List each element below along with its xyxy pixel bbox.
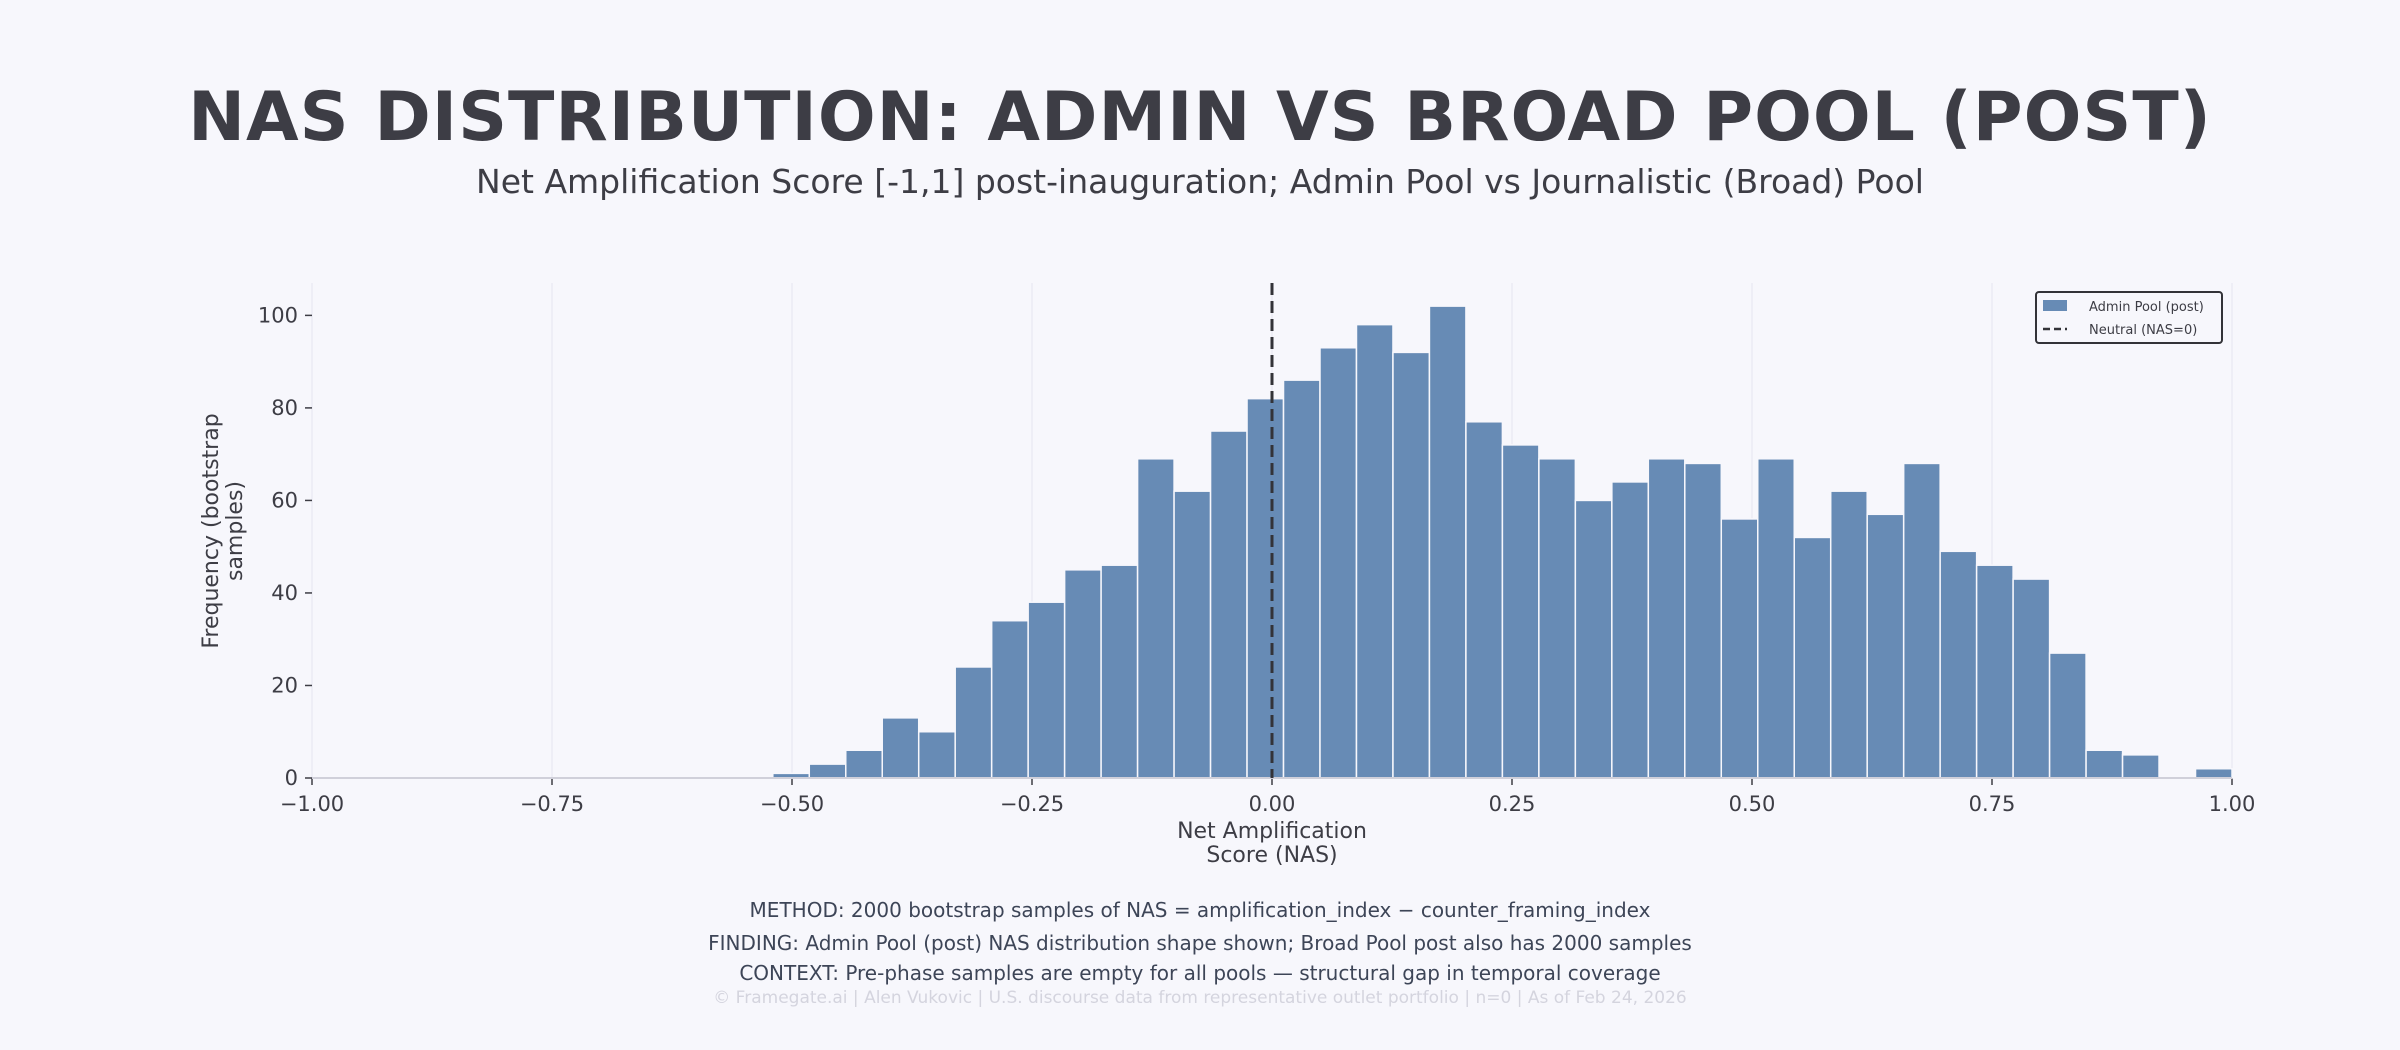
histogram-bar <box>808 763 847 779</box>
histogram-bar <box>1428 305 1467 779</box>
histogram-bar <box>845 749 883 779</box>
legend-label-neutral: Neutral (NAS=0) <box>2089 323 2197 338</box>
y-tick-label: 100 <box>258 303 298 327</box>
histogram-bar <box>1173 490 1212 779</box>
x-tick-label: −1.00 <box>280 792 344 816</box>
histogram-bar <box>1501 444 1540 779</box>
legend-label-admin-pool: Admin Pool (post) <box>2089 300 2204 315</box>
histogram-bar <box>2085 749 2124 779</box>
histogram-bar <box>954 666 993 779</box>
histogram-bar <box>1392 351 1431 779</box>
footer-credit: © Framegate.ai | Alen Vukovic | U.S. dis… <box>713 988 1687 1008</box>
histogram-bar <box>1647 458 1686 779</box>
y-tick-label: 40 <box>271 581 298 605</box>
histogram-bar <box>1063 569 1102 779</box>
histogram-bar <box>1793 536 1832 779</box>
x-axis-label: Score (NAS) <box>1206 843 1337 868</box>
y-axis-label: Frequency (bootstrap <box>199 413 224 648</box>
y-axis-label: samples) <box>223 481 248 581</box>
x-tick-label: −0.50 <box>760 792 824 816</box>
chart-title: NAS DISTRIBUTION: ADMIN VS BROAD POOL (P… <box>188 78 2212 157</box>
histogram-bar <box>1866 513 1905 779</box>
histogram-bar <box>1100 564 1139 779</box>
histogram-bar <box>1902 462 1941 779</box>
histogram-bar <box>1246 397 1285 779</box>
histogram-bar <box>1574 499 1613 779</box>
histogram-bar <box>1720 518 1759 779</box>
legend-swatch-admin-pool <box>2043 300 2067 311</box>
x-tick-label: −0.25 <box>1000 792 1064 816</box>
histogram-bar <box>1465 421 1504 779</box>
histogram-bar <box>1355 323 1394 779</box>
x-tick-label: 0.50 <box>1729 792 1776 816</box>
histogram-bar <box>2012 578 2051 779</box>
histogram-bar <box>1538 458 1577 779</box>
y-tick-label: 60 <box>271 488 298 512</box>
legend-box <box>2035 291 2223 344</box>
y-tick-label: 20 <box>271 673 298 697</box>
histogram-bar <box>1975 564 2014 779</box>
x-tick-label: 0.25 <box>1489 792 1536 816</box>
histogram-bar <box>2194 767 2233 779</box>
x-axis-label: Net Amplification <box>1177 819 1367 844</box>
histogram-bar <box>1939 550 1978 779</box>
histogram-bar <box>1757 458 1795 779</box>
histogram-bar <box>2048 652 2087 779</box>
histogram-bar <box>2121 754 2160 779</box>
y-tick-label: 0 <box>285 766 298 790</box>
footer-finding: FINDING: Admin Pool (post) NAS distribut… <box>708 931 1692 955</box>
x-tick-label: 0.75 <box>1969 792 2016 816</box>
histogram-bar <box>1684 462 1723 779</box>
y-tick-label: 80 <box>271 396 298 420</box>
x-tick-label: 1.00 <box>2209 792 2256 816</box>
x-tick-label: −0.75 <box>520 792 584 816</box>
histogram-bar <box>1209 430 1248 779</box>
histogram-bar <box>881 717 920 779</box>
footer-context: CONTEXT: Pre-phase samples are empty for… <box>739 961 1661 985</box>
histogram-bar <box>990 619 1029 779</box>
histogram-bar <box>1829 490 1868 779</box>
histogram-bar <box>917 730 956 779</box>
x-tick-label: 0.00 <box>1249 792 1296 816</box>
histogram-bar <box>1611 481 1650 779</box>
histogram-bar <box>1282 379 1321 779</box>
histogram-bar <box>1136 458 1175 779</box>
histogram-bar <box>1027 601 1066 779</box>
histogram-bar <box>1319 347 1358 779</box>
footer-method: METHOD: 2000 bootstrap samples of NAS = … <box>749 898 1651 922</box>
chart-subtitle: Net Amplification Score [-1,1] post-inau… <box>476 162 1924 201</box>
